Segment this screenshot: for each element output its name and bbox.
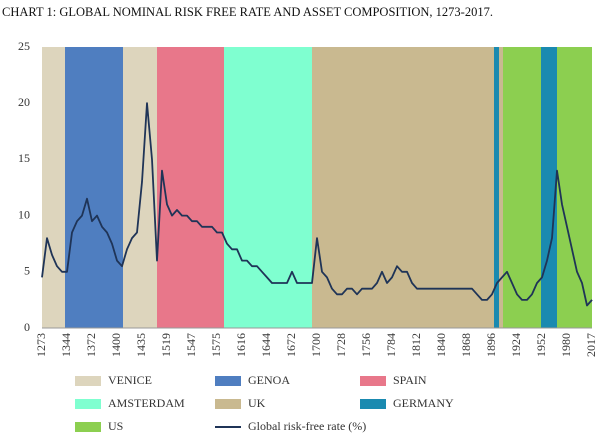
legend-label: UK	[248, 396, 266, 410]
y-tick-label: 20	[18, 95, 30, 109]
legend-swatch	[75, 376, 101, 386]
x-tick-label: 1700	[309, 333, 323, 357]
chart-title: CHART 1: GLOBAL NOMINAL RISK FREE RATE A…	[2, 5, 493, 19]
y-tick-label: 0	[24, 320, 30, 334]
y-tick-label: 25	[18, 39, 30, 53]
x-tick-label: 1273	[34, 333, 48, 357]
x-tick-label: 1519	[159, 333, 173, 357]
x-tick-label: 1840	[434, 333, 448, 357]
legend-swatch	[75, 422, 101, 432]
x-tick-label: 1644	[259, 333, 273, 357]
x-tick-label: 1372	[84, 333, 98, 357]
band	[541, 47, 557, 328]
legend-swatch	[215, 399, 241, 409]
x-tick-label: 1435	[134, 333, 148, 357]
legend-label: Global risk-free rate (%)	[248, 419, 366, 433]
x-tick-label: 1980	[559, 333, 573, 357]
plot	[41, 102, 593, 329]
legend-label: GENOA	[248, 373, 290, 387]
x-tick-label: 1868	[459, 333, 473, 357]
band	[503, 47, 541, 328]
x-tick-label: 1547	[184, 333, 198, 357]
band	[123, 47, 157, 328]
x-tick-label: 1924	[509, 333, 523, 357]
x-tick-label: 1784	[384, 333, 398, 357]
bands	[42, 47, 592, 328]
x-tick-label: 1672	[284, 333, 298, 357]
band	[312, 47, 494, 328]
legend-swatch	[360, 376, 386, 386]
x-tick-label: 1344	[59, 333, 73, 357]
y-tick-label: 5	[24, 264, 30, 278]
band	[557, 47, 592, 328]
y-tick-label: 10	[18, 207, 30, 221]
band	[494, 47, 499, 328]
x-tick-label: 1728	[334, 333, 348, 357]
band	[499, 47, 503, 328]
x-tick-label: 1756	[359, 333, 373, 357]
band	[42, 47, 65, 328]
legend: VENICE GENOA SPAIN AMSTERDAM UK GERMANY US Glob…	[75, 373, 454, 433]
legend-label: US	[108, 419, 123, 433]
legend-label: VENICE	[108, 373, 152, 387]
legend-swatch	[75, 399, 101, 409]
line	[41, 102, 593, 307]
x-tick-label: 2017	[584, 333, 598, 357]
legend-label: AMSTERDAM	[108, 396, 185, 410]
x-tick-label: 1400	[109, 333, 123, 357]
x-tick-label: 1896	[484, 333, 498, 357]
x-tick-label: 1575	[209, 333, 223, 357]
legend-swatch	[360, 399, 386, 409]
legend-swatch	[215, 376, 241, 386]
x-tick-label: 1812	[409, 333, 423, 357]
legend-label: SPAIN	[393, 373, 427, 387]
legend-label: GERMANY	[393, 396, 454, 410]
band	[157, 47, 224, 328]
y-tick-label: 15	[18, 151, 30, 165]
x-tick-label: 1616	[234, 333, 248, 357]
x-tick-label: 1952	[534, 333, 548, 357]
band	[224, 47, 312, 328]
band	[65, 47, 123, 328]
